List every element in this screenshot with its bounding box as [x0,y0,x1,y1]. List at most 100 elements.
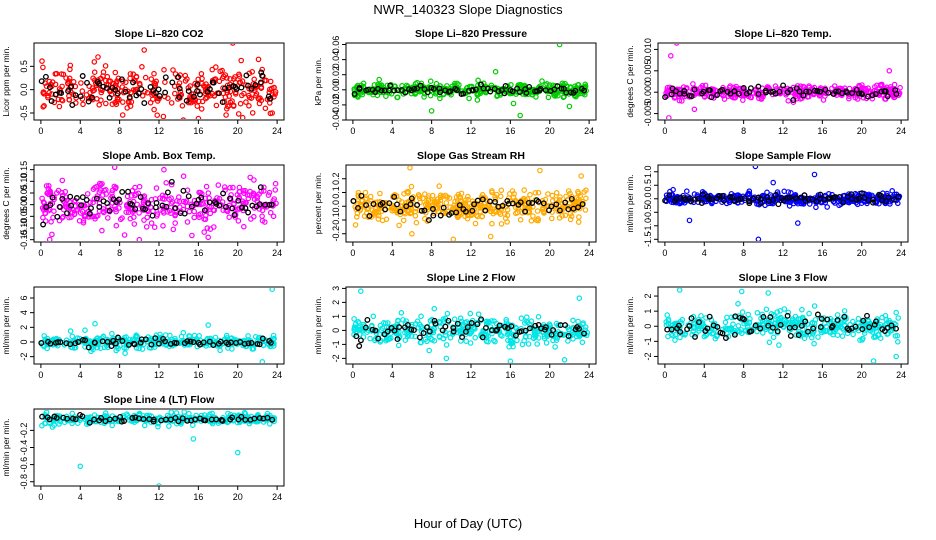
reference-point [132,414,139,421]
data-point [534,208,541,214]
data-point [549,192,556,199]
reference-point [464,324,471,331]
data-point [142,337,148,344]
y-tick-label: -0.5 [643,205,653,221]
panel-title: Slope Li–820 Pressure [415,28,527,40]
reference-point [479,196,486,203]
data-point [99,181,105,187]
reference-point [119,188,126,195]
data-point [383,93,389,100]
data-point [133,191,139,198]
reference-point [706,313,713,320]
data-point [797,316,804,322]
reference-point [453,87,460,93]
data-point [477,208,484,215]
data-point [109,101,116,108]
reference-point [180,187,187,194]
data-point [167,332,173,339]
reference-point [460,90,467,97]
data-point [67,62,74,69]
data-point [890,92,897,99]
reference-point [442,323,449,330]
data-point [839,333,846,339]
reference-point [93,195,100,202]
data-point [233,89,239,96]
data-point [565,326,572,333]
reference-point [462,208,469,215]
data-point [74,206,81,213]
data-point [567,216,574,223]
data-point [394,210,400,216]
data-point [151,224,158,231]
reference-point [860,317,867,324]
reference-point [83,196,90,203]
data-point [357,326,364,333]
reference-point [425,217,432,224]
reference-point [859,326,866,333]
data-point [452,198,458,205]
reference-point [469,87,476,94]
reference-point [121,418,128,424]
data-point [504,206,511,213]
data-point [809,331,816,337]
data-point [41,103,47,109]
data-point [424,323,431,330]
x-tick-label: 12 [778,370,788,380]
reference-point [869,92,876,99]
data-point [184,76,190,82]
reference-point [677,328,684,335]
reference-point [245,209,252,216]
data-point [455,191,462,198]
data-point [90,186,97,193]
data-point [567,333,574,339]
data-point [497,332,504,338]
data-point [442,332,449,339]
reference-point [129,201,136,208]
data-point [565,338,571,344]
data-point [875,332,882,338]
data-point [263,77,269,84]
panel-title: Slope Li–820 Temp. [734,28,831,40]
reference-point [558,85,565,92]
x-tick-label: 8 [741,370,746,380]
data-point [883,316,890,323]
reference-point [492,198,498,205]
data-point [836,202,842,209]
y-tick-label: 0.10 [19,173,29,191]
data-point [759,330,766,336]
reference-point [822,86,829,93]
reference-point [356,343,363,349]
data-point [90,199,96,206]
data-point [548,215,555,222]
data-point [40,199,47,205]
reference-point [135,90,142,97]
data-point [744,192,751,198]
outlier-point [811,171,818,178]
reference-point [800,92,807,99]
data-point [217,68,224,75]
data-point [266,421,273,427]
reference-point [198,194,205,201]
data-point [261,184,267,191]
data-point [422,201,429,208]
reference-point [431,317,438,324]
data-point [408,90,415,97]
data-point [390,205,397,212]
data-point [144,90,151,96]
data-point [243,99,249,105]
data-point [519,204,525,211]
data-point [41,333,48,339]
data-point [543,340,550,346]
reference-point [72,416,79,423]
data-point [39,422,45,429]
reference-point [251,415,258,422]
data-point [66,96,73,103]
data-point [799,306,805,313]
data-points [351,288,591,363]
data-point [251,76,258,83]
data-point [80,101,86,108]
reference-point [122,88,129,95]
x-tick-label: 20 [233,370,243,380]
data-point [247,174,254,181]
data-point [437,95,443,102]
